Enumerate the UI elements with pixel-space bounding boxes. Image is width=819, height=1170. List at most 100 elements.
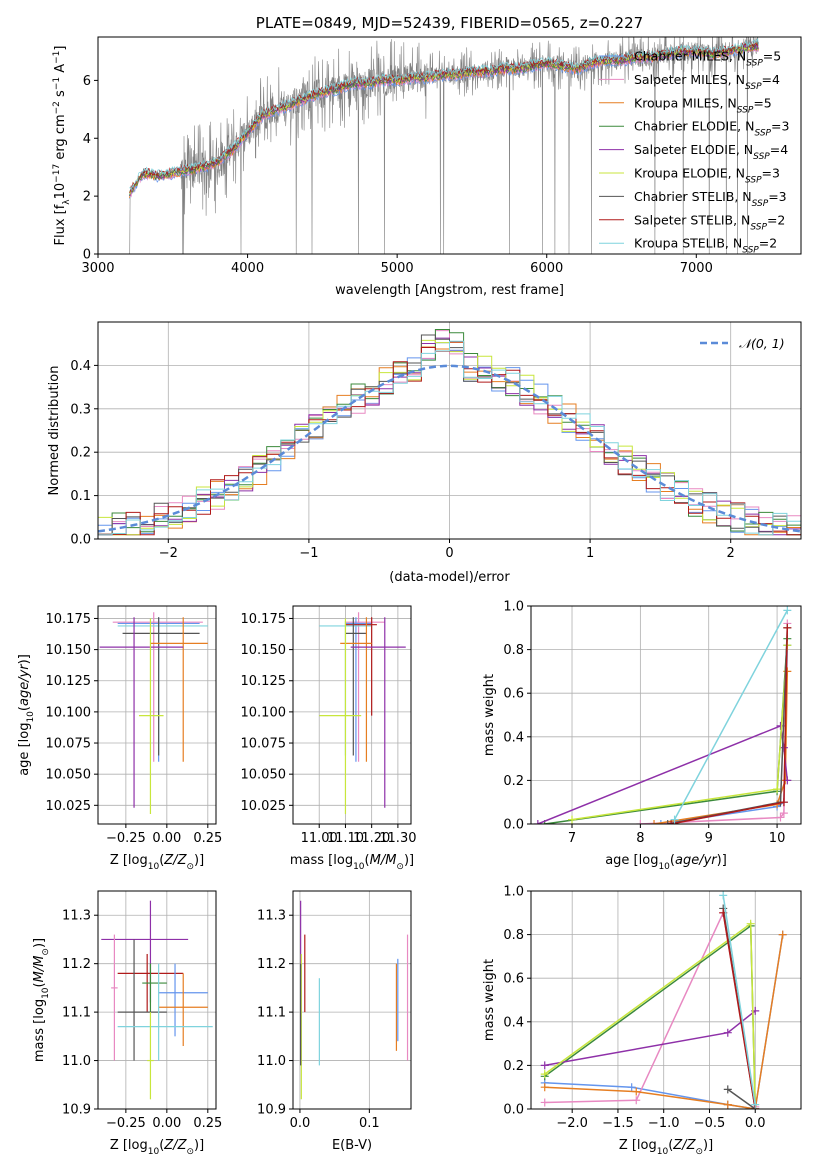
legend-entry: Chabrier MILES, NSSP=5: [634, 49, 781, 69]
legend-entry: Kroupa MILES, NSSP=5: [634, 95, 772, 115]
y-tick-label: 0.0: [503, 818, 524, 833]
x-tick-label: 11.30: [379, 831, 416, 846]
panel-mass-vs-Z: −0.25 0.00 0.25 10.9 11.0 11.1 11.2 11.3 Z [log1…: [32, 890, 222, 1157]
y-tick-label: 4: [83, 132, 91, 147]
legend-entry: Salpeter ELODIE, NSSP=4: [634, 142, 788, 162]
chart-title: PLATE=0849, MJD=52439, FIBERID=0565, z=0…: [256, 14, 643, 32]
y-tick-label: 11.2: [62, 957, 91, 972]
plot-area: [533, 606, 792, 824]
plot-area: [319, 612, 406, 815]
x-tick-label: 0: [445, 546, 453, 561]
y-tick-label: 10.050: [241, 768, 287, 783]
x-tick-label: 11.10: [327, 831, 364, 846]
x-tick-label: −0.25: [106, 1116, 146, 1131]
x-tick-label: −0.5: [694, 1116, 726, 1131]
plot-area: [101, 900, 213, 1100]
model-spectrum-salpeter-stelib: [129, 41, 759, 194]
histogram-kroupa-stelib: [98, 340, 801, 536]
y-tick-label: 2: [83, 190, 91, 205]
y-tick-label: 6: [83, 74, 91, 89]
legend-entry: Chabrier STELIB, NSSP=3: [634, 189, 787, 209]
y-tick-label: 10.025: [241, 799, 287, 814]
legend-entry: Salpeter STELIB, NSSP=2: [634, 212, 785, 232]
x-tick-label: −0.25: [106, 831, 146, 846]
data-point-chabrier-elodie: [142, 963, 167, 1013]
plot-area: [99, 612, 208, 815]
y-tick-label: 10.050: [46, 768, 92, 783]
x-tick-label: 11.20: [353, 831, 390, 846]
data-point-kroupa-stelib: [117, 963, 213, 1061]
x-axis-label: Z [log10(Z/Z⊙)]: [110, 1138, 204, 1157]
y-tick-label: 11.0: [257, 1054, 286, 1069]
y-tick-label: 10.175: [46, 612, 92, 627]
y-axis-label: age [log10(age/yr)]: [17, 654, 36, 776]
y-tick-label: 10.9: [257, 1103, 286, 1118]
legend-entry: Salpeter MILES, NSSP=4: [634, 72, 780, 92]
x-tick-label: 0.0: [290, 1116, 311, 1131]
series-kroupa-elodie: [568, 641, 792, 824]
x-tick-label: 4000: [231, 261, 264, 276]
x-tick-label: 0.25: [193, 831, 222, 846]
y-tick-label: 11.3: [257, 909, 286, 924]
y-tick-label: 0.4: [503, 1015, 524, 1030]
x-tick-label: −1.0: [648, 1116, 680, 1131]
x-tick-label: 3000: [81, 261, 114, 276]
data-point-kroupa-miles: [158, 973, 208, 1047]
x-axis-label: E(B-V): [332, 1138, 372, 1153]
data-point-salpeter-elodie: [99, 617, 184, 808]
legend-entry: 𝒩(0, 1): [739, 336, 785, 351]
panel-age-vs-Z: −0.25 0.00 0.25 10.025 10.050 10.075 10.100 10.…: [17, 605, 222, 872]
y-tick-label: 11.1: [257, 1006, 286, 1021]
y-tick-label: 10.100: [241, 705, 287, 720]
series-salpeter-elodie: [540, 1006, 760, 1070]
series-kroupa-stelib: [670, 606, 792, 824]
data-point-salpeter-elodie: [350, 617, 406, 808]
axes-frame: [97, 890, 217, 1110]
x-tick-label: 0.00: [152, 1116, 181, 1131]
x-tick-label: −2.0: [556, 1116, 588, 1131]
axes-frame: [292, 890, 412, 1110]
y-tick-label: 11.0: [62, 1054, 91, 1069]
y-tick-label: 10.9: [62, 1103, 91, 1118]
y-tick-label: 1.0: [503, 885, 524, 900]
plot-area: [98, 329, 801, 536]
y-tick-label: 10.100: [46, 705, 92, 720]
data-point-kroupa-elodie: [138, 618, 164, 815]
legend-entry: Kroupa ELODIE, NSSP=3: [634, 166, 780, 186]
y-tick-label: 0.1: [70, 489, 91, 504]
y-tick-label: 11.3: [62, 909, 91, 924]
y-tick-label: 0.0: [70, 533, 91, 548]
y-tick-label: 0.6: [503, 687, 524, 702]
x-axis-label: (data-model)/error: [389, 570, 510, 585]
y-axis-label: Normed distribution: [47, 366, 62, 496]
data-point-salpeter-stelib: [345, 617, 377, 716]
y-tick-label: 10.025: [46, 799, 92, 814]
data-point-salpeter-miles: [111, 934, 118, 1061]
axes-frame: [530, 890, 802, 1110]
x-tick-label: −1: [299, 546, 318, 561]
legend-entry: Chabrier ELODIE, NSSP=3: [634, 119, 789, 139]
data-point-chabrier-miles: [345, 617, 372, 762]
x-axis-label: Z [log10(Z/Z⊙)]: [619, 1138, 713, 1157]
axes-frame: [97, 605, 217, 825]
x-tick-label: 0.0: [745, 1116, 766, 1131]
plot-area: [300, 900, 409, 1100]
y-tick-label: 11.1: [62, 1006, 91, 1021]
y-tick-label: 10.075: [46, 737, 92, 752]
x-tick-label: 7: [568, 831, 576, 846]
series-kroupa-stelib: [719, 891, 760, 1109]
x-tick-label: 0.00: [152, 831, 181, 846]
axes-frame: [97, 321, 802, 540]
y-tick-label: 0.2: [503, 774, 524, 789]
panel-residuals: −2 −1 0 1 2 0.0 0.1 0.2 0.3 0.4 (data-model)/error…: [47, 321, 802, 585]
plot-area: [540, 891, 787, 1109]
data-point-kroupa-elodie: [147, 1012, 154, 1100]
y-tick-label: 0.3: [70, 402, 91, 417]
legend: 𝒩(0, 1): [700, 336, 785, 351]
y-tick-label: 10.150: [241, 643, 287, 658]
x-tick-label: −2: [159, 546, 178, 561]
panel-mass-weight-vs-age: 7 8 9 10 0.0 0.2 0.4 0.6 0.8 1.0 mass weight age [l…: [482, 600, 802, 872]
y-tick-label: 0.8: [503, 643, 524, 658]
data-point-salpeter-miles: [345, 612, 385, 762]
